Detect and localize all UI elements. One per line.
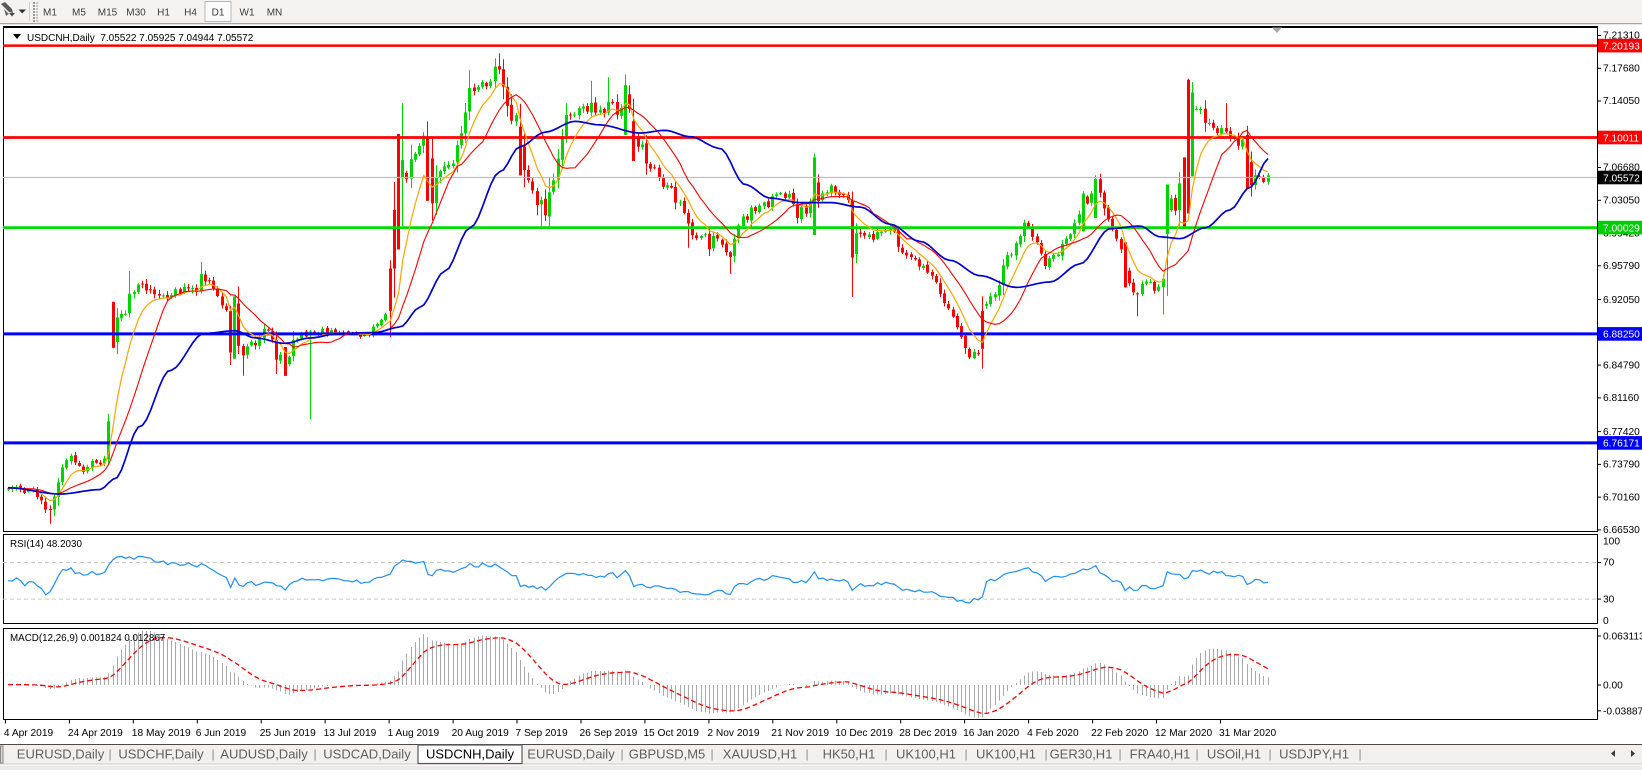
svg-text:GER30,H1: GER30,H1 — [1050, 747, 1113, 762]
svg-text:7.21310: 7.21310 — [1603, 31, 1640, 42]
svg-text:70: 70 — [1603, 558, 1615, 569]
svg-text:13 Jul 2019: 13 Jul 2019 — [324, 728, 377, 739]
svg-text:H4: H4 — [184, 8, 197, 19]
svg-text:XAUUSD,H1: XAUUSD,H1 — [723, 747, 797, 762]
svg-text:|: | — [1118, 747, 1121, 761]
svg-text:USDJPY,H1: USDJPY,H1 — [1279, 747, 1349, 762]
svg-text:100: 100 — [1603, 537, 1620, 548]
svg-text:UK100,H1: UK100,H1 — [896, 747, 956, 762]
svg-text:D1: D1 — [212, 8, 225, 19]
svg-text:AUDUSD,Daily: AUDUSD,Daily — [220, 747, 308, 762]
svg-text:6.77420: 6.77420 — [1603, 427, 1640, 438]
svg-text:M30: M30 — [126, 8, 146, 19]
svg-text:|: | — [710, 747, 713, 761]
svg-text:7.05572: 7.05572 — [1603, 173, 1640, 184]
svg-text:6.84790: 6.84790 — [1603, 360, 1640, 371]
svg-text:0: 0 — [1603, 616, 1609, 627]
svg-text:24 Apr 2019: 24 Apr 2019 — [68, 728, 123, 739]
svg-text:USDCNH,Daily: USDCNH,Daily — [426, 747, 515, 762]
svg-text:22 Feb 2020: 22 Feb 2020 — [1091, 728, 1149, 739]
svg-text:-0.038872: -0.038872 — [1603, 706, 1642, 717]
svg-text:1 Aug 2019: 1 Aug 2019 — [388, 728, 440, 739]
svg-text:FRA40,H1: FRA40,H1 — [1130, 747, 1191, 762]
svg-text:7.00029: 7.00029 — [1603, 223, 1640, 234]
svg-text:25 Jun 2019: 25 Jun 2019 — [260, 728, 316, 739]
svg-text:6.81160: 6.81160 — [1603, 393, 1639, 404]
svg-text:UK100,H1: UK100,H1 — [976, 747, 1036, 762]
svg-text:|: | — [884, 747, 887, 761]
svg-text:28 Dec 2019: 28 Dec 2019 — [899, 728, 957, 739]
svg-text:RSI(14) 48.2030: RSI(14) 48.2030 — [10, 539, 82, 550]
svg-text:4 Feb 2020: 4 Feb 2020 — [1027, 728, 1079, 739]
svg-text:|: | — [1044, 747, 1047, 761]
svg-text:16 Jan 2020: 16 Jan 2020 — [963, 728, 1019, 739]
svg-text:GBPUSD,M5: GBPUSD,M5 — [629, 747, 706, 762]
svg-text:EURUSD,Daily: EURUSD,Daily — [527, 747, 615, 762]
svg-text:7.17680: 7.17680 — [1603, 64, 1640, 75]
svg-text:W1: W1 — [240, 8, 255, 19]
svg-text:|: | — [313, 747, 316, 761]
svg-text:M5: M5 — [72, 8, 86, 19]
svg-text:7.03050: 7.03050 — [1603, 196, 1640, 207]
svg-text:6.92050: 6.92050 — [1603, 295, 1640, 306]
svg-text:18 May 2019: 18 May 2019 — [132, 728, 191, 739]
svg-text:|: | — [964, 747, 967, 761]
svg-text:EURUSD,Daily: EURUSD,Daily — [17, 747, 105, 762]
svg-text:7.14050: 7.14050 — [1603, 96, 1640, 107]
svg-text:M15: M15 — [98, 8, 118, 19]
svg-text:|: | — [805, 747, 808, 761]
svg-text:2 Nov 2019: 2 Nov 2019 — [707, 728, 759, 739]
svg-text:|: | — [108, 747, 111, 761]
svg-text:|: | — [1358, 747, 1361, 761]
svg-text:31 Mar 2020: 31 Mar 2020 — [1219, 728, 1277, 739]
svg-text:M1: M1 — [43, 8, 57, 19]
svg-text:USDCAD,Daily: USDCAD,Daily — [323, 747, 411, 762]
svg-text:15 Oct 2019: 15 Oct 2019 — [643, 728, 699, 739]
svg-text:6.76171: 6.76171 — [1603, 439, 1640, 450]
svg-text:0.00: 0.00 — [1603, 681, 1623, 692]
svg-text:7.20193: 7.20193 — [1603, 41, 1640, 52]
svg-text:USOil,H1: USOil,H1 — [1207, 747, 1261, 762]
svg-text:10 Dec 2019: 10 Dec 2019 — [835, 728, 893, 739]
svg-text:|: | — [1195, 747, 1198, 761]
svg-text:|: | — [1268, 747, 1271, 761]
svg-text:6.73790: 6.73790 — [1603, 460, 1640, 471]
svg-text:26 Sep 2019: 26 Sep 2019 — [580, 728, 638, 739]
svg-text:20 Aug 2019: 20 Aug 2019 — [452, 728, 510, 739]
svg-text:0.063113: 0.063113 — [1603, 632, 1642, 643]
svg-text:12 Mar 2020: 12 Mar 2020 — [1155, 728, 1213, 739]
svg-text:6.70160: 6.70160 — [1603, 492, 1640, 503]
svg-text:6.66530: 6.66530 — [1603, 525, 1640, 536]
svg-text:6.88250: 6.88250 — [1603, 330, 1640, 341]
svg-text:|: | — [620, 747, 623, 761]
svg-text:USDCNH,Daily 7.05522 7.05925: USDCNH,Daily 7.05522 7.05925 7.04944 7.0… — [27, 33, 254, 44]
svg-text:6 Jun 2019: 6 Jun 2019 — [196, 728, 247, 739]
svg-text:MACD(12,26,9) 0.001824 0.01286: MACD(12,26,9) 0.001824 0.012867 — [10, 633, 165, 644]
svg-text:H1: H1 — [157, 8, 170, 19]
svg-text:4 Apr 2019: 4 Apr 2019 — [4, 728, 54, 739]
svg-text:USDCHF,Daily: USDCHF,Daily — [118, 747, 204, 762]
svg-text:MN: MN — [267, 8, 283, 19]
svg-text:21 Nov 2019: 21 Nov 2019 — [771, 728, 829, 739]
svg-text:7.10011: 7.10011 — [1603, 133, 1639, 144]
svg-text:HK50,H1: HK50,H1 — [823, 747, 876, 762]
svg-text:7.06680: 7.06680 — [1603, 163, 1640, 174]
svg-text:|: | — [211, 747, 214, 761]
svg-text:7 Sep 2019: 7 Sep 2019 — [516, 728, 568, 739]
svg-text:6.95790: 6.95790 — [1603, 261, 1640, 272]
svg-text:30: 30 — [1603, 594, 1615, 605]
